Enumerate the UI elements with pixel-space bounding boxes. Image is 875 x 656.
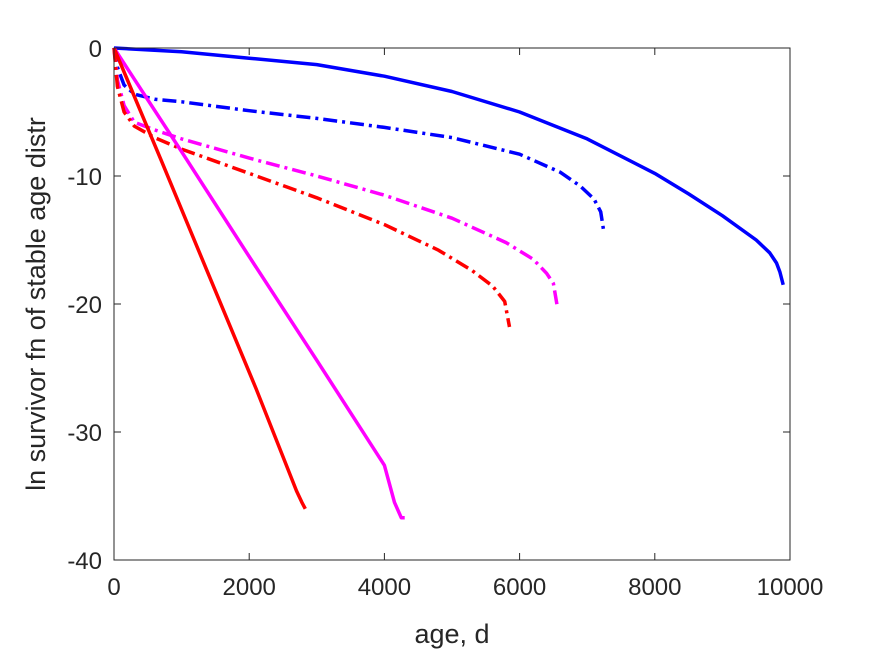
x-tick-label: 0 xyxy=(107,574,120,601)
series-line-6 xyxy=(112,47,307,510)
y-tick-label: -40 xyxy=(67,548,102,575)
tick-layer xyxy=(113,47,791,561)
y-tick-label: -10 xyxy=(67,164,102,191)
x-tick-label: 2000 xyxy=(223,574,276,601)
y-tick-label: 0 xyxy=(89,36,102,63)
x-axis-label: age, d xyxy=(414,619,489,649)
series-line-4 xyxy=(112,47,512,328)
y-tick-label: -30 xyxy=(67,420,102,447)
x-tick-label: 4000 xyxy=(358,574,411,601)
series-line-1 xyxy=(113,46,785,286)
x-tick-label: 6000 xyxy=(493,574,546,601)
y-axis-label: ln survivor fn of stable age distr xyxy=(21,117,51,491)
plot-background xyxy=(114,48,790,560)
series-line-5 xyxy=(112,47,405,520)
tick-label-layer: 0 2000 4000 6000 8000 10000 0 -10 -20 -30 -40 xyxy=(67,36,823,601)
x-tick-label: 10000 xyxy=(757,574,824,601)
x-tick-label: 8000 xyxy=(628,574,681,601)
y-tick-label: -20 xyxy=(67,292,102,319)
series-line-3 xyxy=(112,47,560,309)
series-layer xyxy=(112,46,785,520)
series-line-2 xyxy=(112,47,606,234)
